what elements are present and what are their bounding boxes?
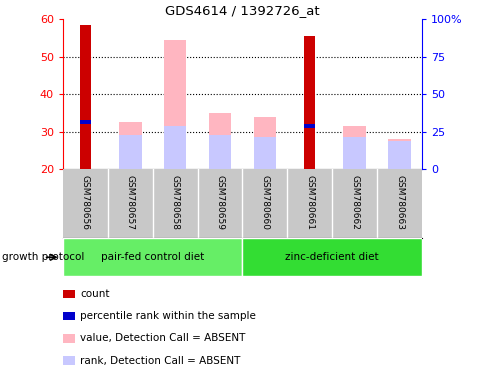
Bar xyxy=(164,126,186,169)
Bar xyxy=(253,137,275,169)
Text: pair-fed control diet: pair-fed control diet xyxy=(101,252,204,262)
Text: rank, Detection Call = ABSENT: rank, Detection Call = ABSENT xyxy=(80,356,240,366)
Text: GSM780661: GSM780661 xyxy=(304,175,314,230)
Text: GSM780657: GSM780657 xyxy=(125,175,135,230)
Bar xyxy=(119,135,141,169)
Bar xyxy=(242,238,421,276)
Text: value, Detection Call = ABSENT: value, Detection Call = ABSENT xyxy=(80,333,245,343)
Bar xyxy=(388,141,410,169)
Bar xyxy=(209,113,231,169)
Text: GSM780656: GSM780656 xyxy=(81,175,90,230)
Bar xyxy=(164,40,186,169)
Text: growth protocol: growth protocol xyxy=(2,252,85,262)
Text: count: count xyxy=(80,289,109,299)
Text: GSM780660: GSM780660 xyxy=(260,175,269,230)
Title: GDS4614 / 1392726_at: GDS4614 / 1392726_at xyxy=(165,3,319,17)
Text: zinc-deficient diet: zinc-deficient diet xyxy=(285,252,378,262)
Bar xyxy=(253,117,275,169)
Bar xyxy=(343,137,365,169)
Bar xyxy=(80,25,91,169)
Text: GSM780659: GSM780659 xyxy=(215,175,224,230)
Bar xyxy=(303,124,315,128)
Bar xyxy=(303,36,315,169)
Bar xyxy=(63,238,242,276)
Bar xyxy=(209,135,231,169)
Text: GSM780663: GSM780663 xyxy=(394,175,403,230)
Bar xyxy=(343,126,365,169)
Bar xyxy=(80,120,91,124)
Text: GSM780658: GSM780658 xyxy=(170,175,180,230)
Bar xyxy=(388,139,410,169)
Text: percentile rank within the sample: percentile rank within the sample xyxy=(80,311,256,321)
Text: GSM780662: GSM780662 xyxy=(349,175,359,230)
Bar xyxy=(119,122,141,169)
